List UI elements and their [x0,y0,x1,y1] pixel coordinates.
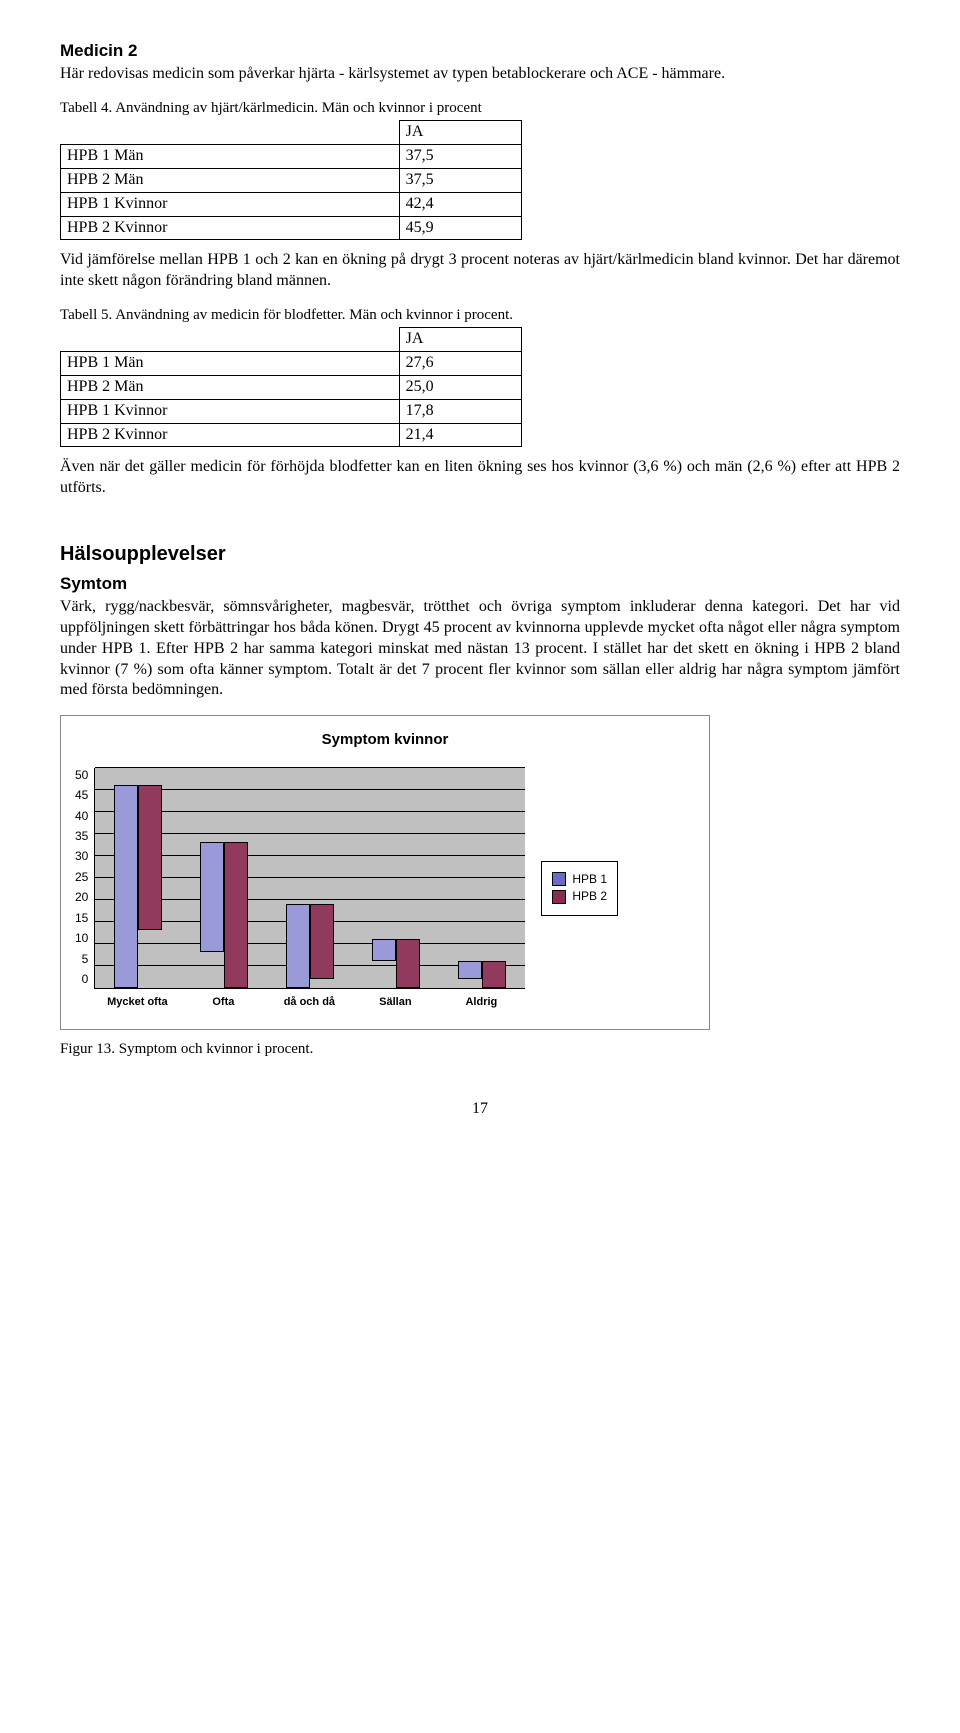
y-tick-label: 0 [82,972,89,988]
cell-label: HPB 1 Kvinnor [61,192,400,216]
cell-value: 25,0 [399,376,521,400]
table4-caption: Tabell 4. Användning av hjärt/kärlmedici… [60,99,900,119]
x-tick-label: Mycket ofta [94,995,180,1009]
chart-x-labels: Mycket oftaOftadå och dåSällanAldrig [94,995,524,1009]
legend-swatch-hpb1 [552,872,566,886]
heading-halso: Hälsoupplevelser [60,541,900,567]
chart-plot-area [94,768,525,989]
table-row: HPB 2 Män 25,0 [61,376,522,400]
chart-y-axis: 50454035302520151050 [75,768,94,988]
table-row: HPB 1 Män 27,6 [61,352,522,376]
table5-caption: Tabell 5. Användning av medicin för blod… [60,306,900,326]
legend-item: HPB 1 [552,872,607,888]
cell-label: HPB 1 Män [61,352,400,376]
bar-hpb1 [114,785,138,987]
table-row: HPB 2 Kvinnor 45,9 [61,216,522,240]
table-row: HPB 1 Kvinnor 17,8 [61,399,522,423]
cell-value: 27,6 [399,352,521,376]
table-row: HPB 2 Kvinnor 21,4 [61,423,522,447]
legend-swatch-hpb2 [552,890,566,904]
table-row: HPB 1 Kvinnor 42,4 [61,192,522,216]
section3-body: Värk, rygg/nackbesvär, sömnsvårigheter, … [60,597,900,701]
y-tick-label: 10 [75,931,88,947]
y-tick-label: 15 [75,911,88,927]
gridline [95,767,525,768]
chart-legend: HPB 1 HPB 2 [541,861,618,916]
section2-after: Även när det gäller medicin för förhöjda… [60,457,900,499]
table5-empty [61,328,400,352]
chart-symptom-kvinnor: Symptom kvinnor 50454035302520151050 Myc… [60,715,710,1030]
bar-hpb1 [200,842,224,952]
table-row: HPB 2 Män 37,5 [61,168,522,192]
bar-hpb2 [396,939,420,987]
y-tick-label: 45 [75,788,88,804]
cell-value: 37,5 [399,145,521,169]
table5-header-ja: JA [399,328,521,352]
x-tick-label: då och då [266,995,352,1009]
x-tick-label: Sällan [352,995,438,1009]
cell-label: HPB 1 Kvinnor [61,399,400,423]
bar-hpb1 [372,939,396,961]
y-tick-label: 5 [82,952,89,968]
y-tick-label: 30 [75,849,88,865]
chart-title: Symptom kvinnor [75,730,695,750]
y-tick-label: 40 [75,809,88,825]
y-tick-label: 35 [75,829,88,845]
bar-hpb1 [458,961,482,979]
bar-group [372,939,420,987]
table-row: HPB 1 Män 37,5 [61,145,522,169]
cell-label: HPB 1 Män [61,145,400,169]
cell-label: HPB 2 Kvinnor [61,216,400,240]
table4: JA HPB 1 Män 37,5 HPB 2 Män 37,5 HPB 1 K… [60,120,522,240]
figure13-caption: Figur 13. Symptom och kvinnor i procent. [60,1040,900,1060]
bar-group [458,961,506,987]
y-tick-label: 25 [75,870,88,886]
cell-value: 45,9 [399,216,521,240]
cell-label: HPB 2 Män [61,168,400,192]
y-tick-label: 20 [75,890,88,906]
bar-group [114,785,162,987]
y-tick-label: 50 [75,768,88,784]
bar-group [200,842,248,987]
legend-item: HPB 2 [552,889,607,905]
cell-label: HPB 2 Kvinnor [61,423,400,447]
cell-value: 42,4 [399,192,521,216]
heading-medicin2: Medicin 2 [60,40,900,62]
table4-header-ja: JA [399,121,521,145]
bar-hpb2 [310,904,334,979]
bar-hpb1 [286,904,310,988]
cell-value: 37,5 [399,168,521,192]
section1-after: Vid jämförelse mellan HPB 1 och 2 kan en… [60,250,900,292]
x-tick-label: Ofta [180,995,266,1009]
bar-group [286,904,334,988]
bar-hpb2 [138,785,162,930]
bar-hpb2 [224,842,248,987]
legend-label: HPB 1 [572,872,607,888]
table4-empty [61,121,400,145]
bar-hpb2 [482,961,506,987]
cell-label: HPB 2 Män [61,376,400,400]
page-number: 17 [60,1099,900,1120]
cell-value: 17,8 [399,399,521,423]
legend-label: HPB 2 [572,889,607,905]
x-tick-label: Aldrig [438,995,524,1009]
table5: JA HPB 1 Män 27,6 HPB 2 Män 25,0 HPB 1 K… [60,327,522,447]
subheading-symtom: Symtom [60,573,900,595]
cell-value: 21,4 [399,423,521,447]
intro-text: Här redovisas medicin som påverkar hjärt… [60,64,900,85]
